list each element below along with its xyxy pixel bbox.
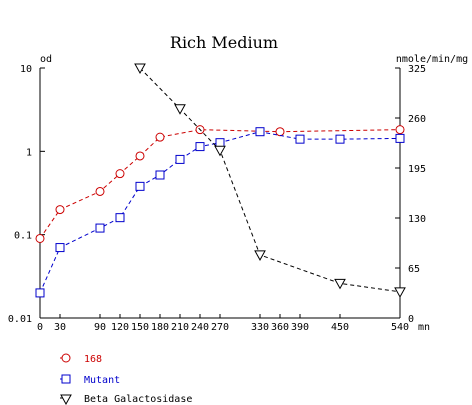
legend: 168 Mutant Beta Galactosidase	[60, 353, 192, 405]
data-point	[134, 63, 146, 75]
x-tick-label: 120	[111, 322, 129, 333]
legend-item-mutant: Mutant	[60, 374, 120, 386]
series-line-beta-galactosidase	[139, 67, 401, 293]
legend-168-label: 168	[84, 354, 102, 365]
y-right-axis-label: nmole/min/mg	[396, 54, 468, 65]
data-point	[395, 125, 405, 135]
x-tick-label: 150	[131, 322, 149, 333]
series-mutant	[35, 127, 405, 298]
legend-item-beta-galactosidase: Beta Galactosidase	[60, 394, 192, 405]
x-tick-label: 210	[171, 322, 189, 333]
x-tick-label: 360	[271, 322, 289, 333]
y-right-tick-label: 260	[408, 114, 426, 125]
y-left-ticks: 10 1 0.1 0.01	[8, 64, 45, 325]
data-point	[215, 138, 225, 148]
data-point	[174, 104, 186, 115]
data-point	[395, 133, 405, 143]
x-tick-label: 450	[331, 322, 349, 333]
x-ticks: 0 30 90 120 150 180 210 240 270 330 360 390 450 540	[37, 314, 409, 333]
x-tick-label: 540	[391, 322, 409, 333]
y-right-tick-label: 130	[408, 214, 426, 225]
y-right-tick-label: 195	[408, 164, 426, 175]
data-point	[35, 288, 45, 298]
legend-mutant-marker	[61, 374, 71, 384]
data-point	[175, 154, 185, 164]
data-point	[334, 278, 346, 290]
y-right-tick-label: 65	[408, 264, 420, 275]
series-168	[35, 125, 405, 243]
series-beta-galactosidase	[134, 63, 406, 298]
y-right-tick-label: 325	[408, 64, 426, 75]
data-point	[275, 127, 285, 137]
y-right-tick-label: 0	[408, 314, 414, 325]
data-point	[115, 213, 125, 223]
x-tick-label: 390	[291, 322, 309, 333]
data-point	[214, 145, 226, 157]
x-tick-label: 270	[211, 322, 229, 333]
x-tick-label: 0	[37, 322, 43, 333]
data-point	[295, 134, 305, 144]
data-point	[115, 169, 125, 179]
data-point	[195, 142, 205, 152]
y-left-tick-label: 10	[20, 64, 32, 75]
x-tick-label: 30	[54, 322, 66, 333]
y-left-tick-label: 0.1	[14, 231, 32, 242]
legend-168-marker	[61, 353, 71, 363]
data-point	[95, 186, 105, 196]
y-left-axis-label: od	[40, 54, 52, 65]
data-point	[135, 181, 145, 191]
x-tick-label: 330	[251, 322, 269, 333]
y-right-ticks: 325 260 195 130 65 0	[395, 64, 426, 325]
series-line-168	[39, 129, 401, 239]
legend-beta-marker	[60, 394, 72, 405]
x-tick-label: 90	[94, 322, 106, 333]
data-point	[254, 250, 266, 261]
series-group	[35, 63, 406, 298]
x-axis-unit-label: mn	[418, 322, 430, 333]
data-point	[255, 127, 265, 137]
legend-item-168: 168	[60, 353, 102, 365]
x-tick-label: 180	[151, 322, 169, 333]
data-point	[135, 151, 145, 161]
data-point	[335, 134, 345, 144]
x-tick-label: 240	[191, 322, 209, 333]
data-point	[55, 205, 65, 215]
legend-beta-label: Beta Galactosidase	[84, 394, 192, 405]
y-left-tick-label: 1	[26, 147, 32, 158]
data-point	[394, 287, 406, 298]
data-point	[155, 170, 165, 180]
data-point	[155, 132, 165, 142]
y-left-tick-label: 0.01	[8, 314, 32, 325]
data-point	[35, 233, 45, 243]
chart-title: Rich Medium	[170, 33, 278, 52]
data-point	[55, 243, 65, 253]
legend-mutant-label: Mutant	[84, 375, 120, 386]
data-point	[95, 223, 105, 233]
